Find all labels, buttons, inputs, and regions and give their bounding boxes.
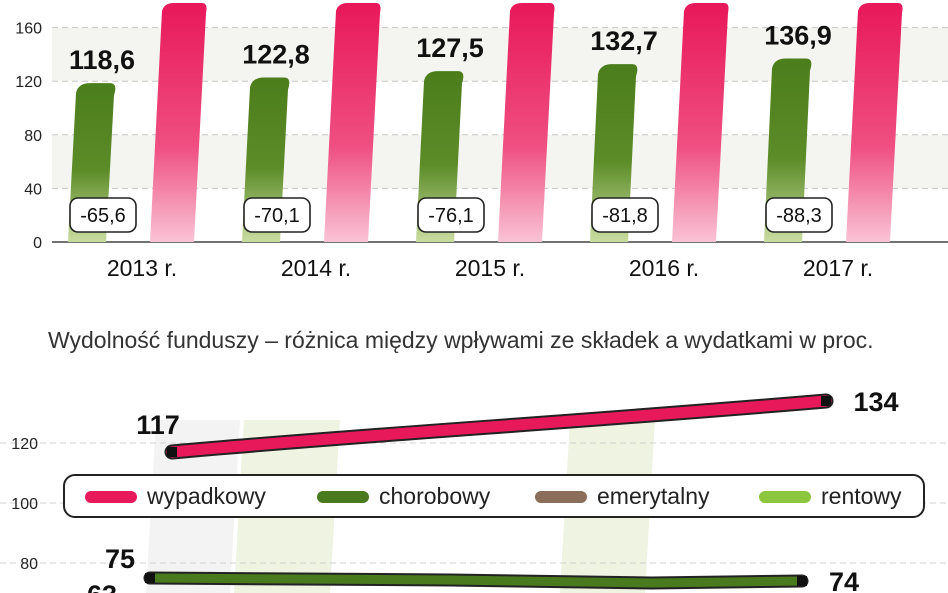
chart-legend: wypadkowy chorobowy emerytalny rentowy: [63, 474, 925, 518]
series-label-chorobowy-end: 74: [829, 567, 859, 593]
legend-label-rentowy: rentowy: [821, 483, 902, 509]
series-label-chorobowy-start: 75: [105, 544, 135, 574]
difference-label: -81,8: [602, 205, 648, 227]
bar-pink-2013 r.: [150, 3, 207, 242]
bar-value-label: 127,5: [416, 33, 484, 63]
y-tick-label: 80: [20, 556, 38, 573]
series-label-wypadkowy-start: 117: [136, 410, 180, 440]
y-tick-label: 120: [15, 74, 42, 91]
legend-item-emerytalny: emerytalny: [535, 483, 709, 510]
difference-label: -76,1: [428, 205, 474, 227]
difference-box: [417, 197, 485, 233]
bar-value-label: 136,9: [764, 21, 832, 51]
difference-box: [765, 197, 833, 233]
x-tick-label: 2016 r.: [629, 255, 699, 281]
legend-swatch-rentowy: [759, 490, 811, 503]
legend-swatch-emerytalny: [535, 490, 587, 503]
y-tick-label: 160: [15, 21, 42, 38]
difference-box: [243, 197, 311, 233]
y-tick-label: 40: [24, 181, 42, 198]
bar-pink-2015 r.: [498, 3, 555, 242]
legend-swatch-wypadkowy: [85, 490, 137, 503]
legend-item-chorobowy: chorobowy: [317, 483, 490, 510]
series-label-wypadkowy-end: 134: [853, 387, 898, 417]
difference-box: [69, 197, 137, 233]
difference-label: -65,6: [80, 205, 126, 227]
legend-label-chorobowy: chorobowy: [379, 483, 491, 509]
line-chart-title: Wydolność funduszy – różnica między wpły…: [48, 327, 874, 353]
difference-label: -88,3: [776, 205, 822, 227]
bar-pink-2016 r.: [672, 3, 729, 242]
bar-pink-2017 r.: [846, 3, 903, 242]
bar-green-2017 r.: [764, 58, 812, 242]
series-point-chorobowy-end: [797, 576, 807, 586]
bar-value-label: 122,8: [242, 39, 310, 69]
series-line-wypadkowy: [166, 395, 832, 458]
y-tick-label: 0: [33, 235, 42, 252]
y-tick-label: 80: [24, 128, 42, 145]
series-label-partial: 63: [87, 580, 117, 593]
x-tick-label: 2013 r.: [107, 255, 177, 281]
bar-pink-2014 r.: [324, 3, 381, 242]
legend-item-wypadkowy: wypadkowy: [85, 483, 266, 510]
y-tick-label: 120: [11, 436, 38, 453]
legend-label-wypadkowy: wypadkowy: [147, 483, 266, 509]
series-point-wypadkowy-start: [167, 447, 177, 457]
legend-swatch-chorobowy: [317, 490, 369, 503]
series-point-wypadkowy-end: [821, 396, 831, 406]
difference-box: [591, 197, 659, 233]
x-tick-label: 2015 r.: [455, 255, 525, 281]
bar-value-label: 118,6: [69, 45, 135, 75]
y-tick-label: 100: [11, 496, 38, 513]
x-tick-label: 2017 r.: [803, 255, 873, 281]
legend-item-rentowy: rentowy: [759, 483, 902, 510]
series-point-chorobowy-start: [145, 573, 155, 583]
legend-label-emerytalny: emerytalny: [597, 483, 710, 509]
series-line-chorobowy: [145, 573, 807, 588]
difference-label: -70,1: [254, 205, 300, 227]
x-tick-label: 2014 r.: [281, 255, 351, 281]
bar-value-label: 132,7: [590, 26, 658, 56]
